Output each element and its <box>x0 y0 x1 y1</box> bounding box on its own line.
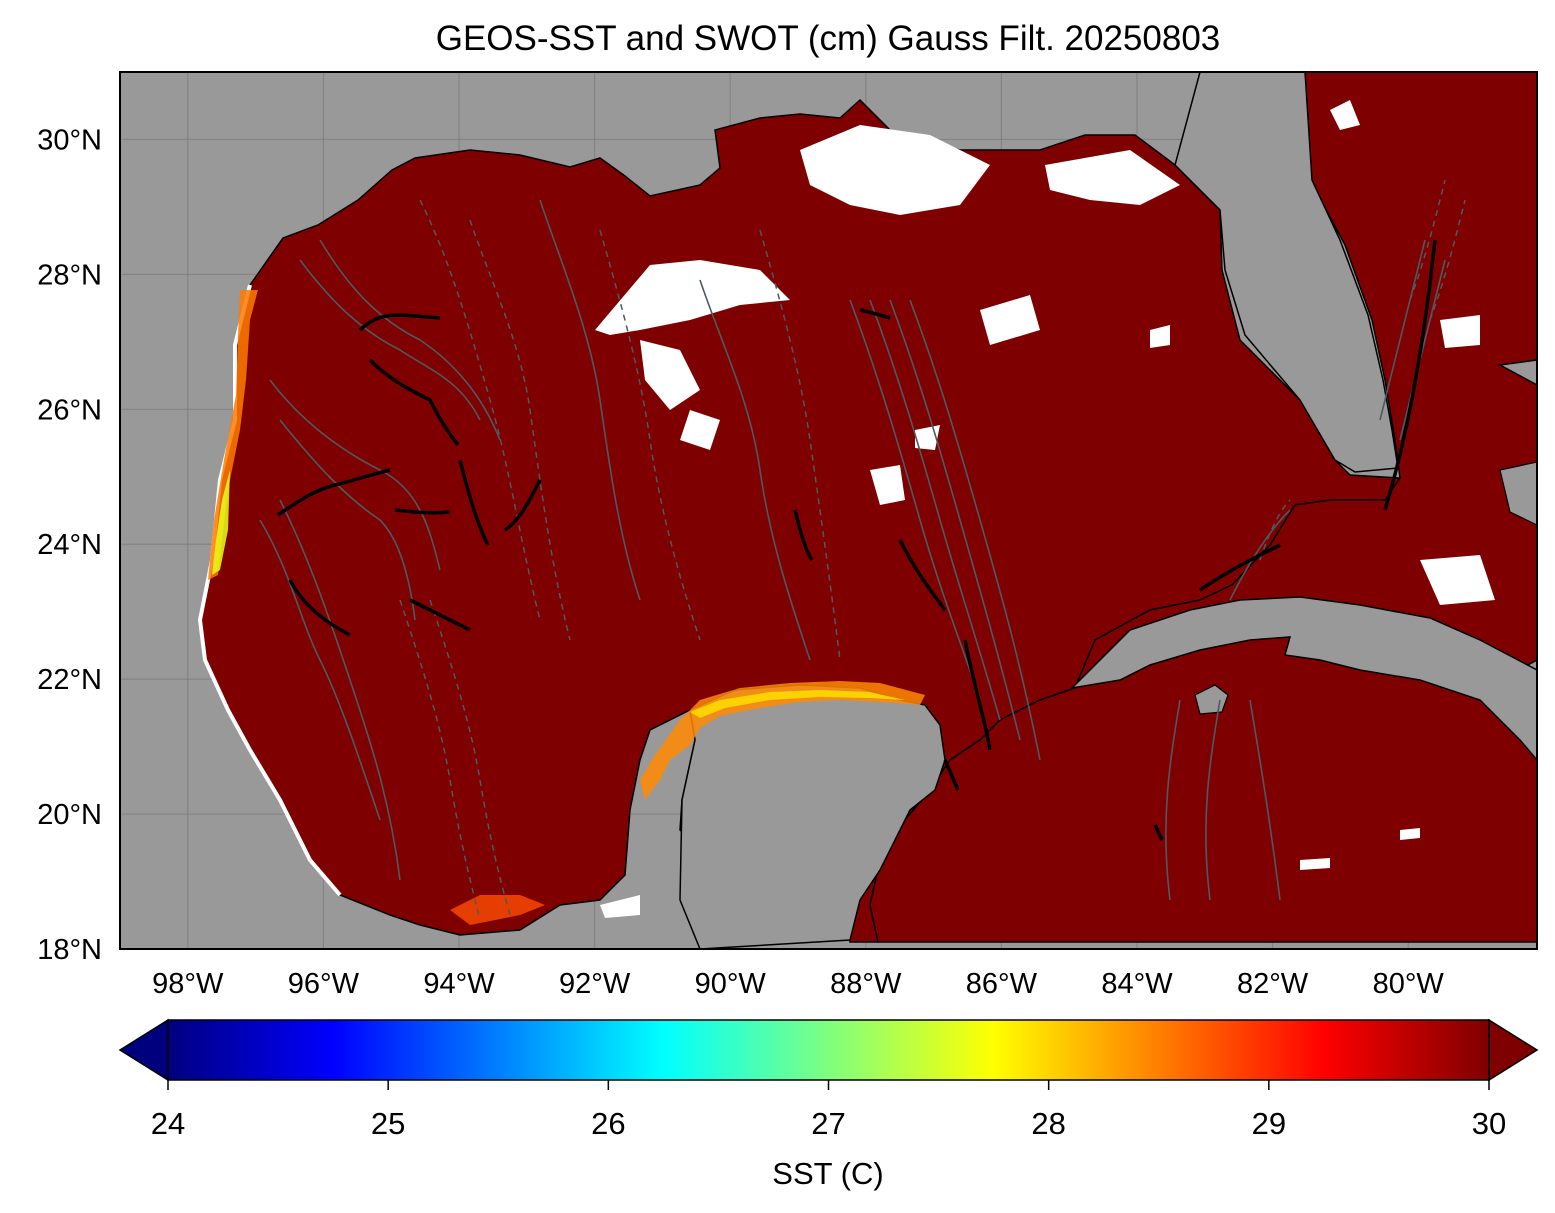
lon-tick-label: 90°W <box>695 968 767 1000</box>
colorbar-tick-label: 29 <box>1252 1106 1286 1141</box>
colorbar-ticks: 24 25 26 27 28 29 30 <box>151 1080 1506 1141</box>
cuba <box>1069 596 1537 762</box>
colorbar-tick-label: 26 <box>591 1106 625 1141</box>
lon-tick-label: 84°W <box>1101 968 1173 1000</box>
colorbar-tick-label: 25 <box>371 1106 405 1141</box>
colorbar-tick-label: 27 <box>811 1106 845 1141</box>
isla-de-la-juventud <box>1194 684 1229 715</box>
lat-tick-label: 20°N <box>37 799 102 831</box>
map-frame <box>119 71 1538 950</box>
colorbar: 24 25 26 27 28 29 30 SST (C) <box>118 1018 1539 1191</box>
colorbar-gradient <box>168 1020 1489 1080</box>
lon-tick-label: 88°W <box>830 968 902 1000</box>
lon-tick-label: 96°W <box>288 968 360 1000</box>
latitude-ticks: 18°N 20°N 22°N 24°N 26°N 28°N 30°N <box>37 124 102 966</box>
warm-band-texas <box>208 290 258 580</box>
colorbar-tick-label: 30 <box>1472 1106 1506 1141</box>
lon-tick-label: 92°W <box>559 968 631 1000</box>
swot-ssh-contours <box>259 199 1446 901</box>
longitude-ticks: 98°W 96°W 94°W 92°W 90°W 88°W 86°W 84°W 82°W 80°W <box>152 968 1444 1000</box>
warm-band-texas-core <box>212 470 230 575</box>
colorbar-extend-min <box>118 1018 169 1082</box>
florida-peninsula <box>1174 72 1399 473</box>
lat-tick-label: 22°N <box>37 664 102 696</box>
colorbar-tick-label: 28 <box>1031 1106 1065 1141</box>
map-title: GEOS-SST and SWOT (cm) Gauss Filt. 20250… <box>436 19 1221 58</box>
lon-tick-label: 80°W <box>1373 968 1445 1000</box>
warm-band-yucatan-core <box>690 690 905 718</box>
lat-tick-label: 26°N <box>37 394 102 426</box>
warm-band-campeche <box>450 895 545 925</box>
lat-tick-label: 30°N <box>37 124 102 156</box>
lon-tick-label: 82°W <box>1237 968 1309 1000</box>
swot-ssh-contours-negative <box>399 179 1466 921</box>
lat-tick-label: 18°N <box>37 934 102 966</box>
map-panel <box>120 72 1537 949</box>
lon-tick-label: 98°W <box>152 968 224 1000</box>
colorbar-extend-max <box>1488 1018 1539 1082</box>
lat-tick-label: 28°N <box>37 259 102 291</box>
colorbar-tick-label: 24 <box>151 1106 185 1141</box>
andros-island <box>1499 461 1537 526</box>
lon-tick-label: 94°W <box>423 968 495 1000</box>
lat-tick-label: 24°N <box>37 529 102 561</box>
lon-tick-label: 86°W <box>966 968 1038 1000</box>
colorbar-label: SST (C) <box>772 1156 883 1191</box>
no-data-patches <box>595 100 1495 918</box>
swot-ssh-bold-contours <box>277 239 1437 841</box>
